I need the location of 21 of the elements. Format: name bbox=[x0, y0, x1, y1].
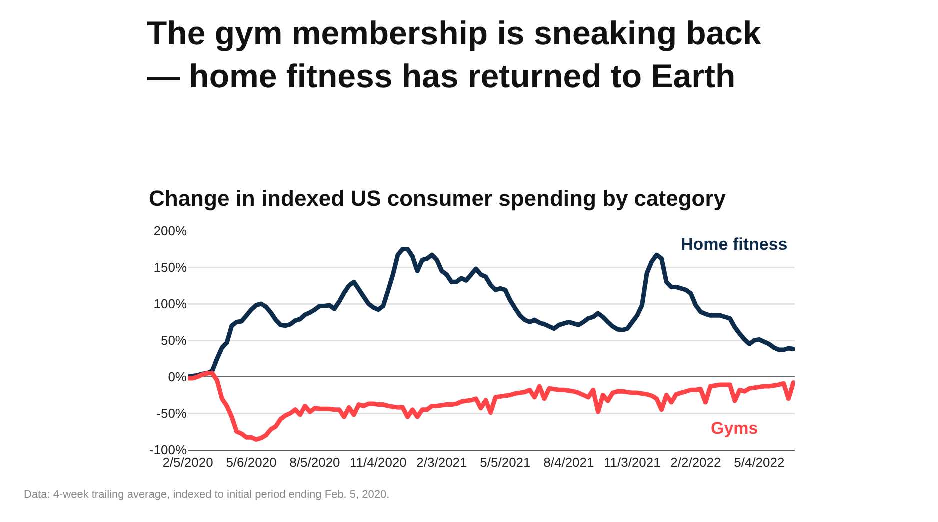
y-tick-label: 0% bbox=[168, 370, 188, 385]
y-tick-label: 150% bbox=[154, 260, 188, 276]
x-tick-label: 2/3/2021 bbox=[416, 454, 468, 470]
chart-subtitle: Change in indexed US consumer spending by category bbox=[149, 186, 727, 211]
y-tick-label: 50% bbox=[160, 333, 188, 348]
text: Data: 4-week trailing average, indexed to initial period ending Feb. 5, 2020. bbox=[24, 489, 390, 501]
series-label: Gyms bbox=[711, 419, 758, 438]
x-tick-label: 8/4/2021 bbox=[544, 454, 594, 470]
x-tick-label: 5/5/2021 bbox=[480, 454, 531, 470]
x-tick-label: 11/4/2020 bbox=[350, 454, 407, 470]
line-series bbox=[188, 371, 795, 442]
x-tick-label: 5/4/2022 bbox=[734, 454, 785, 470]
x-tick-label: 11/3/2021 bbox=[604, 454, 661, 470]
y-tick-label: 200% bbox=[154, 224, 188, 239]
chart-title: The gym membership is sneaking back — home fitness has returned to Earth bbox=[147, 14, 762, 94]
y-tick-label: 100% bbox=[154, 296, 188, 312]
x-tick-label: 8/5/2020 bbox=[290, 454, 340, 470]
x-tick-label: 2/2/2022 bbox=[670, 454, 722, 470]
y-tick-label: -50% bbox=[156, 406, 188, 422]
series-label: Home fitness bbox=[681, 235, 788, 254]
x-tick-label: 5/6/2020 bbox=[226, 454, 277, 470]
